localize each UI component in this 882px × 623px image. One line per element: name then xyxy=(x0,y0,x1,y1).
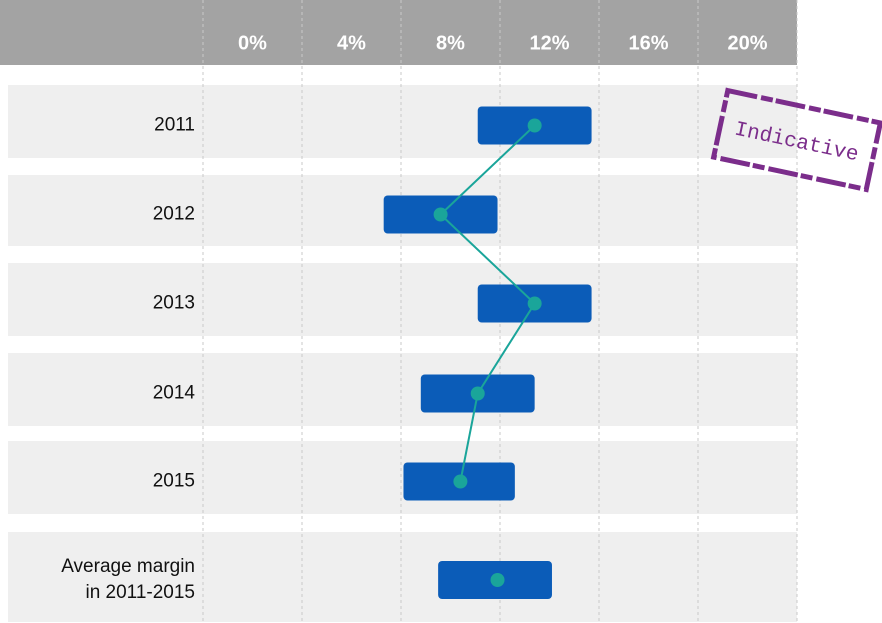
row-label: 2012 xyxy=(153,204,195,225)
point xyxy=(453,474,468,489)
header-band xyxy=(0,0,797,65)
row-label: 2014 xyxy=(153,383,196,404)
row-label: 2015 xyxy=(153,471,195,492)
x-tick-label: 0% xyxy=(238,32,267,54)
row-label: in 2011-2015 xyxy=(85,582,195,603)
stamp-border xyxy=(710,87,882,193)
row-label: 2011 xyxy=(154,115,195,136)
row-band xyxy=(8,532,797,622)
point xyxy=(470,386,485,401)
x-tick-label: 20% xyxy=(727,32,767,54)
row-label: Average margin xyxy=(61,556,195,577)
row-band xyxy=(8,85,797,158)
point xyxy=(490,573,505,587)
row-band xyxy=(8,441,797,514)
x-tick-label: 4% xyxy=(337,32,366,54)
x-tick-label: 12% xyxy=(529,32,569,54)
point xyxy=(527,118,542,133)
x-tick-label: 8% xyxy=(436,32,465,54)
row-label: 2013 xyxy=(153,293,195,314)
row-band xyxy=(8,353,797,426)
row-band xyxy=(8,263,797,336)
x-tick-label: 16% xyxy=(628,32,668,54)
point xyxy=(433,207,448,222)
point xyxy=(527,296,542,311)
